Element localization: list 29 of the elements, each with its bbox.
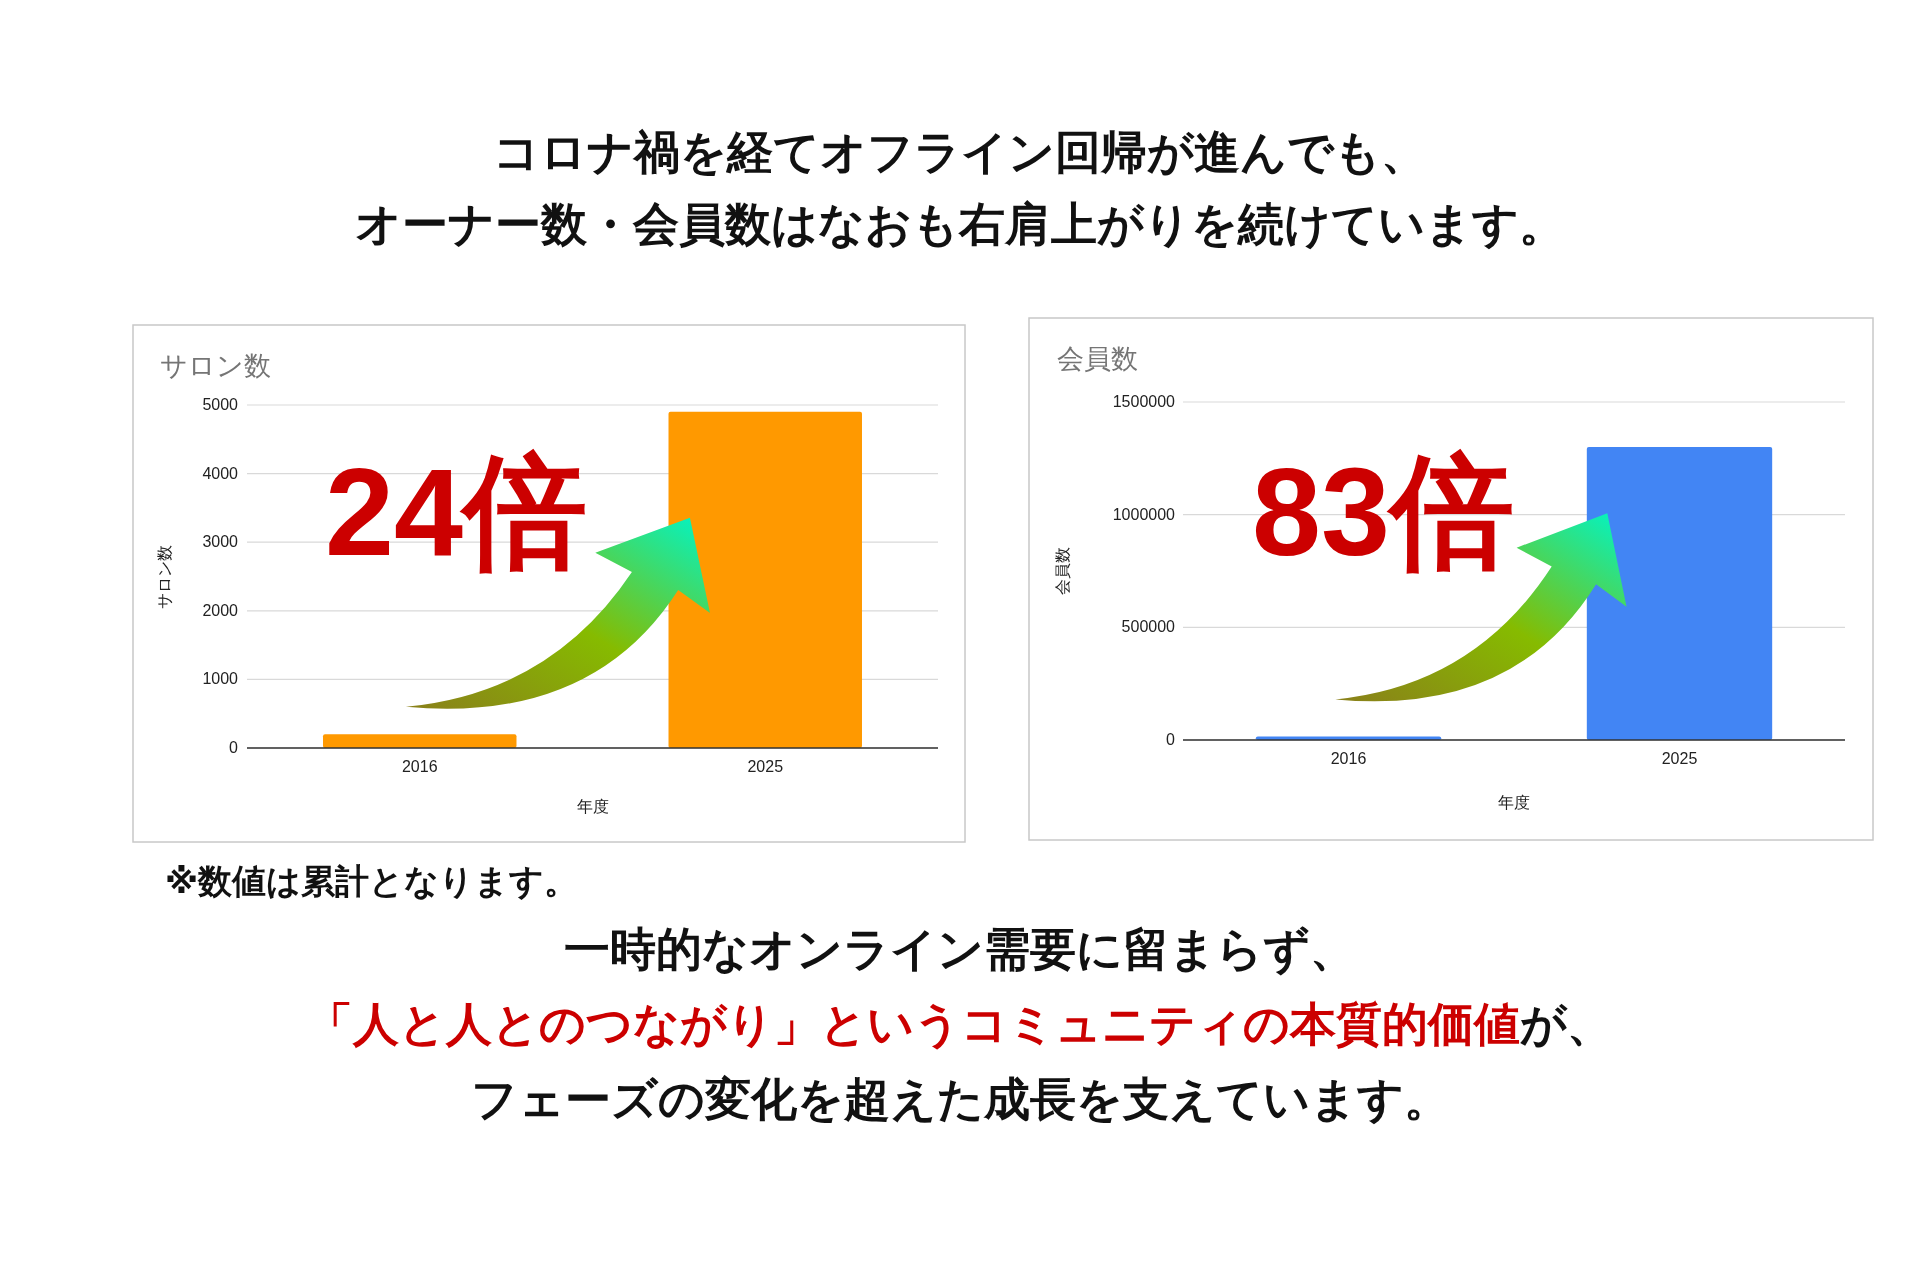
y-tick-label: 0 [1166, 731, 1176, 748]
y-tick-label: 3000 [202, 533, 239, 551]
y-tick-label: 500000 [1121, 618, 1176, 636]
text: コロナ禍を経てオフライン回帰が進んでも、 [493, 126, 1427, 178]
chart-title: 会員数 [1057, 344, 1138, 374]
y-axis-title: サロン数 [156, 545, 173, 609]
x-tick-label: 2025 [1661, 750, 1698, 767]
x-tick-label: 2016 [401, 758, 438, 775]
annotation: 83倍 [1252, 443, 1514, 581]
text: 「人と人とのつながり」というコミュニティの本質的価値 [307, 998, 1520, 1050]
annotation: 24倍 [325, 443, 587, 581]
y-tick-label: 1000 [202, 670, 239, 688]
text: フェーズの変化を超えた成長を支えています。 [470, 1073, 1450, 1125]
text: が、 [1520, 998, 1613, 1050]
y-tick-label: 1500000 [1112, 393, 1176, 410]
x-axis-title: 年度 [577, 798, 609, 815]
y-tick-label: 1000000 [1112, 505, 1176, 523]
x-tick-label: 2016 [1330, 750, 1367, 767]
x-axis-title: 年度 [1498, 794, 1530, 811]
y-tick-label: 4000 [202, 464, 239, 482]
x-tick-label: 2025 [747, 758, 784, 775]
chart-title: サロン数 [160, 351, 271, 381]
y-tick-label: 0 [229, 739, 239, 756]
text: 一時的なオンライン需要に留まらず、 [564, 923, 1356, 976]
y-tick-label: 5000 [202, 396, 239, 413]
text: ※数値は累計となります。 [165, 862, 579, 900]
y-axis-title: 会員数 [1054, 547, 1071, 595]
y-tick-label: 2000 [202, 601, 239, 619]
text: オーナー数・会員数はなおも右肩上がりを続けています。 [355, 198, 1565, 250]
